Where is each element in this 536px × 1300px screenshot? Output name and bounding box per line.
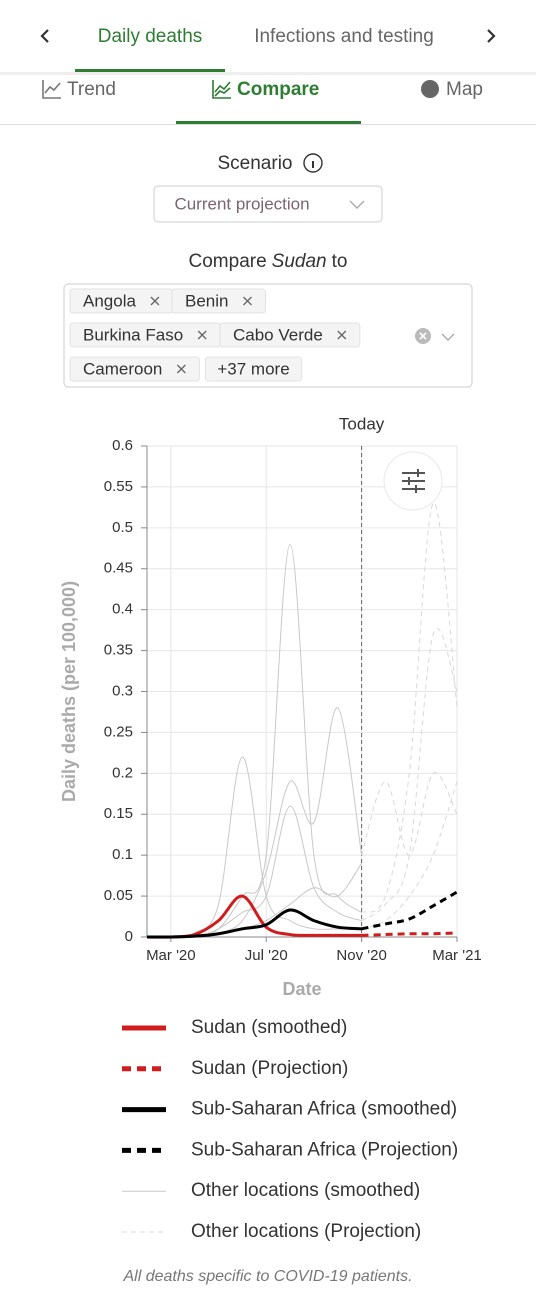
y-tick-label: 0.3 [112,682,133,699]
line [147,543,362,939]
multi-select-arrow [441,333,455,341]
line [361,502,458,913]
y-tick-label: 0.2 [112,764,133,781]
x-tick-label: Nov '20 [336,947,386,964]
chip-remove[interactable] [243,296,252,306]
y-tick-label: 0.05 [104,887,133,904]
settings-icon [402,469,425,493]
line [147,805,362,939]
y-tick-label: 0.4 [112,601,133,618]
subtab-underline [176,121,361,124]
x-tick-label: Mar '20 [146,947,196,964]
chip-remove[interactable] [197,330,207,340]
tab-underline [75,69,225,72]
tab[interactable]: Infections and testing [254,26,434,47]
chip-remove[interactable] [337,330,347,340]
compare-suffix: to [332,251,348,272]
line [361,890,458,931]
chip[interactable] [204,356,303,382]
clear-x [419,332,427,340]
subtab[interactable]: Map [446,79,483,100]
y-tick-label: 0.25 [104,723,133,740]
legend-label: Other locations (smoothed) [191,1180,420,1201]
info-icon[interactable] [303,153,323,173]
y-tick-label: 0.55 [104,478,133,495]
x-tick-label: Mar '21 [432,947,482,964]
info-icon-bar [312,161,314,168]
chip[interactable] [171,288,266,314]
trend-icon [42,80,61,99]
chip-label: Cameroon [83,359,162,378]
y-tick-label: 0.6 [112,437,133,454]
legend-label: Sudan (Projection) [191,1058,348,1079]
y-tick-label: 0 [125,928,133,945]
x-tick-label: Jul '20 [245,947,288,964]
map-icon [421,80,439,98]
legend-label: Sub-Saharan Africa (smoothed) [191,1099,457,1120]
legend-label: Sub-Saharan Africa (Projection) [191,1139,458,1160]
y-axis-label: Daily deaths (per 100,000) [59,581,79,802]
x-axis-label: Date [282,979,321,999]
prev-arrow[interactable] [40,29,49,43]
legend-label: Sudan (smoothed) [191,1017,347,1038]
chip[interactable] [69,356,200,382]
divider [0,124,536,125]
select-arrow [349,200,365,209]
tab-active[interactable]: Daily deaths [98,26,203,47]
compare-icon [212,80,231,99]
scenario-select[interactable] [153,185,383,223]
compare-heading: Compare Sudan to [189,251,348,272]
line [146,908,362,939]
subtab-active[interactable]: Compare [237,79,319,100]
chip[interactable] [219,322,361,348]
y-tick-label: 0.15 [104,805,133,822]
chip-label: Cabo Verde [233,325,323,344]
footnote: All deaths specific to COVID-19 patients… [122,1268,412,1285]
compare-prefix: Compare [189,251,267,272]
legend: Sudan (smoothed) Sudan (Projection) Sub-Sa… [122,1017,458,1242]
line [147,707,363,938]
chip-more: +37 more [217,359,289,378]
subtab[interactable]: Trend [67,79,116,100]
line [361,781,458,930]
legend-label: Other locations (Projection) [191,1221,421,1242]
chip-label: Angola [83,291,136,310]
y-tick-label: 0.1 [112,846,133,863]
header-shadow [0,72,536,75]
y-tick-label: 0.45 [104,560,133,577]
scenario-value: Current projection [174,194,309,213]
chip-remove[interactable] [176,364,186,374]
next-arrow[interactable] [487,29,496,43]
y-tick-label: 0.5 [112,519,133,536]
chip-label: Benin [185,291,228,310]
annotation: Today [339,414,385,433]
y-tick-label: 0.35 [104,642,133,659]
compare-location: Sudan [272,251,327,272]
scenario-label: Scenario [218,153,293,174]
chart: 0 0.05 0.1 0.15 0.2 0.25 0.3 0.35 0.4 0.45 0.5 0.55… [59,414,482,998]
line [146,894,362,939]
line [361,931,458,937]
chip-label: Burkina Faso [83,325,183,344]
chip-remove[interactable] [150,296,160,306]
